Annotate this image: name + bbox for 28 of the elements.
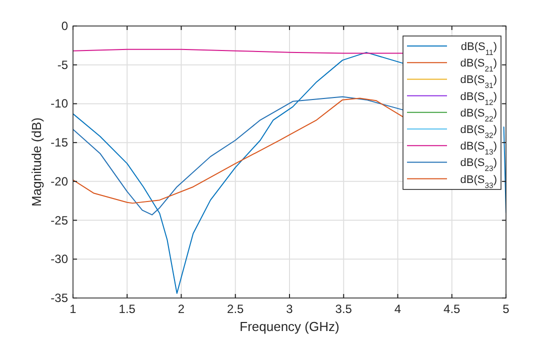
legend-label: dB(S$_{22}$) bbox=[460, 107, 497, 123]
y-tick-label: -35 bbox=[50, 291, 68, 305]
x-tick-label: 1 bbox=[70, 302, 77, 316]
legend-label: dB(S$_{31}$) bbox=[460, 74, 497, 90]
legend-label: dB(S$_{21}$) bbox=[460, 58, 497, 74]
legend-label: dB(S$_{11}$) bbox=[460, 41, 497, 56]
y-tick-label: -10 bbox=[50, 96, 68, 111]
x-tick-label: 2 bbox=[178, 302, 185, 316]
legend-label: dB(S$_{33}$) bbox=[460, 174, 497, 190]
x-tick-label: 1.5 bbox=[118, 302, 136, 316]
y-tick-label: -30 bbox=[50, 252, 68, 266]
y-axis-title: Magnitude (dB) bbox=[29, 118, 44, 206]
legend-label: dB(S$_{23}$) bbox=[460, 157, 497, 173]
y-tick-label: -25 bbox=[50, 213, 68, 228]
x-tick-label: 2.5 bbox=[227, 302, 244, 316]
x-tick-label: 3 bbox=[286, 302, 294, 316]
y-tick-label: -5 bbox=[57, 58, 68, 72]
x-tick-label: 4 bbox=[394, 302, 402, 316]
x-axis-title: Frequency (GHz) bbox=[240, 319, 340, 334]
legend-label: dB(S$_{12}$) bbox=[460, 90, 497, 106]
y-tick-label: -15 bbox=[50, 136, 68, 150]
x-tick-label: 5 bbox=[502, 302, 510, 316]
y-tick-label: -20 bbox=[50, 174, 68, 188]
y-tick-label: 0 bbox=[61, 19, 68, 33]
legend-label: dB(S$_{32}$) bbox=[460, 124, 497, 140]
x-tick-label: 3.5 bbox=[335, 302, 352, 316]
x-tick-label: 4.5 bbox=[444, 302, 461, 316]
legend-label: dB(S$_{13}$) bbox=[460, 140, 497, 156]
